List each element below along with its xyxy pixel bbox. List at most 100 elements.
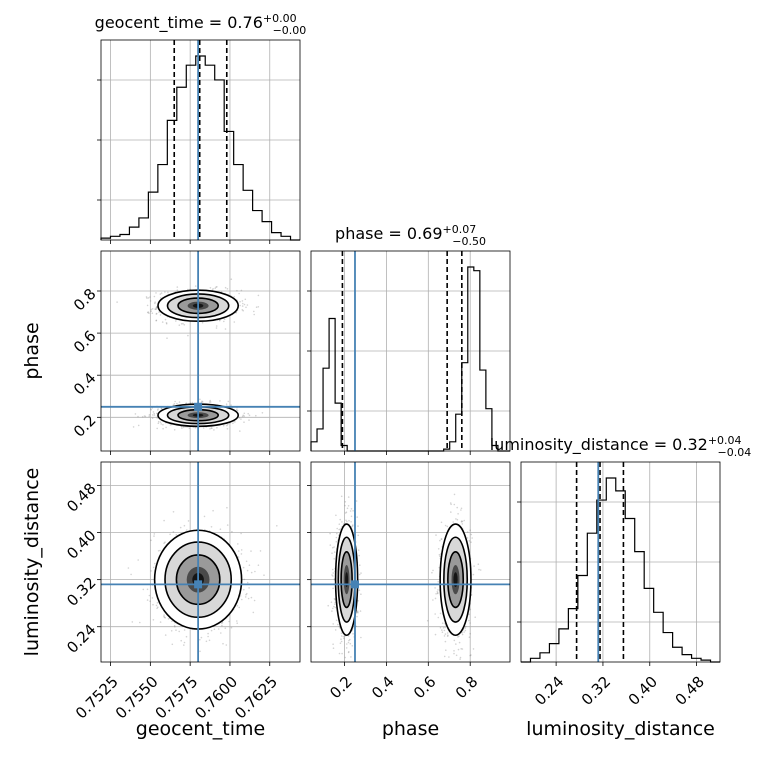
contour-level-1-4 (453, 572, 458, 588)
x-tick-label: 0.7575 (152, 673, 202, 723)
grid-1-0 (101, 251, 300, 451)
scatter-point (332, 607, 334, 610)
scatter-point (159, 297, 162, 299)
scatter-point (332, 643, 334, 645)
scatter-point (359, 564, 361, 566)
scatter-point (437, 589, 439, 591)
scatter-point (153, 535, 155, 537)
scatter-point (148, 415, 150, 418)
scatter-point (477, 563, 480, 565)
scatter-point (240, 549, 243, 551)
scatter-point (340, 635, 343, 637)
scatter-point (155, 306, 158, 309)
scatter-point (139, 621, 141, 624)
scatter-point (155, 307, 158, 309)
scatter-point (351, 525, 354, 527)
title-lower-error: −0.00 (273, 24, 307, 37)
scatter-point (469, 632, 472, 635)
scatter-point (460, 521, 463, 523)
scatter-point (434, 633, 437, 636)
y-tick-label: 0.6 (70, 327, 100, 357)
scatter-point (226, 506, 228, 509)
x-tick-label: 0.32 (578, 673, 614, 709)
scatter-point (163, 542, 165, 544)
scatter-point (162, 423, 164, 426)
scatter-point (346, 643, 348, 645)
scatter-point (241, 305, 244, 307)
scatter-point (234, 421, 236, 423)
scatter-point (202, 427, 205, 429)
scatter-point (164, 617, 166, 619)
scatter-point (334, 629, 337, 631)
scatter-point (441, 629, 443, 631)
scatter-point (240, 532, 242, 535)
scatter-point (358, 554, 361, 557)
scatter-point (357, 611, 359, 614)
scatter-point (442, 627, 445, 629)
x-tick-label: 0.7625 (231, 673, 281, 723)
scatter-point (212, 509, 214, 512)
scatter-point (345, 519, 347, 522)
scatter-point (194, 285, 197, 287)
scatter-point (237, 556, 240, 558)
scatter-point (333, 605, 335, 608)
scatter-point (346, 520, 348, 523)
scatter-point (208, 401, 211, 403)
title-main-text: geocent_time = 0.76 (95, 13, 263, 33)
scatter-point (339, 642, 342, 644)
scatter-point (247, 412, 249, 415)
scatter-point (450, 503, 452, 506)
y-tick-label: 0.40 (63, 526, 99, 562)
scatter-point (178, 401, 181, 403)
scatter-point (210, 629, 213, 632)
scatter-point (146, 588, 149, 591)
scatter-point (148, 312, 150, 315)
scatter-point (436, 592, 439, 595)
scatter-point (149, 600, 151, 602)
scatter-point (349, 510, 352, 512)
scatter-point (238, 417, 241, 419)
scatter-point (350, 521, 352, 523)
scatter-point (347, 505, 350, 507)
scatter-point (224, 286, 227, 289)
scatter-point (276, 525, 278, 527)
scatter-point (357, 549, 360, 551)
scatter-point (149, 300, 152, 302)
scatter-point (455, 654, 458, 657)
scatter-point (460, 507, 463, 510)
scatter-point (470, 541, 472, 543)
scatter-point (466, 531, 469, 533)
scatter-point (186, 529, 188, 531)
scatter-point (240, 418, 242, 420)
scatter-point (472, 573, 475, 576)
scatter-point (154, 301, 156, 304)
scatter-point (155, 604, 158, 607)
scatter-point (146, 297, 148, 299)
scatter-point (153, 414, 156, 416)
scatter-point (469, 654, 472, 657)
scatter-point (241, 415, 244, 418)
scatter-point (460, 648, 463, 650)
y-tick-label: 0.48 (63, 479, 99, 515)
scatter-point (226, 288, 229, 290)
scatter-point (360, 593, 362, 595)
scatter-point (150, 408, 152, 410)
scatter-point (151, 597, 154, 599)
scatter-point (348, 519, 350, 522)
scatter-point (246, 581, 249, 584)
scatter-point (331, 568, 334, 571)
scatter-point (173, 624, 176, 627)
title-lower-error: −0.04 (718, 446, 752, 459)
scatter-point (213, 429, 215, 431)
scatter-point (469, 622, 471, 624)
scatter-point (156, 306, 158, 308)
scatter-point (341, 652, 343, 655)
scatter-point (357, 534, 360, 537)
scatter-point (173, 403, 176, 405)
scatter-point (331, 610, 333, 612)
scatter-point (444, 626, 446, 629)
scatter-point (127, 567, 130, 569)
scatter-point (164, 634, 167, 636)
scatter-point (183, 524, 186, 527)
scatter-point (209, 401, 212, 403)
